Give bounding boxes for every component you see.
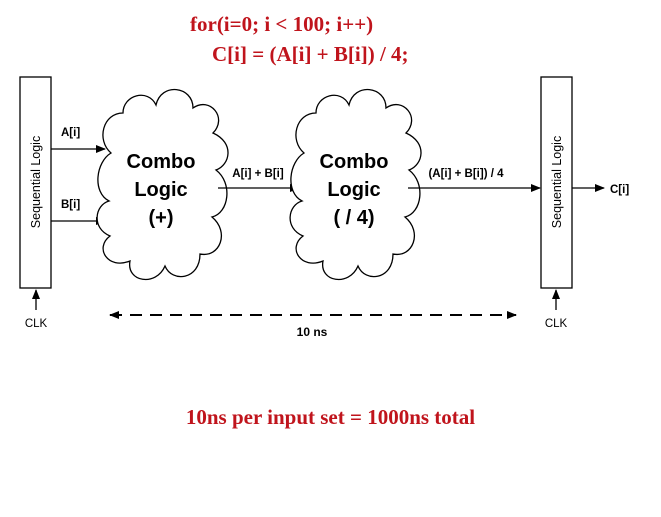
delay-label: 10 ns [297,325,328,339]
combo-logic-divide-cloud [289,88,422,281]
summary-text: 10ns per input set = 1000ns total [185,405,476,429]
result-signal-label: (A[i] + B[i]) / 4 [428,168,504,180]
cloud2-line1: Combo [320,151,389,173]
left-register-label: Sequential Logic [29,136,43,228]
cloud2-line2: Logic [327,179,380,201]
clk-left-label: CLK [25,318,48,330]
mid-signal-label: A[i] + B[i] [232,168,284,180]
cloud2-line3: ( / 4) [333,207,374,229]
combo-logic-add-cloud [96,88,229,281]
left-sequential-register [19,76,52,289]
right-sequential-register [540,76,573,289]
clk-right-label: CLK [545,318,568,330]
input-b-label: B[i] [61,199,80,211]
cloud1-line3: (+) [149,207,174,229]
code-line-loop: for(i=0; i < 100; i++) [190,12,374,36]
cloud1-line1: Combo [127,151,196,173]
code-line-assign: C[i] = (A[i] + B[i]) / 4; [212,42,409,66]
right-register-label: Sequential Logic [550,136,564,228]
cloud1-line2: Logic [134,179,187,201]
output-label: C[i] [610,184,629,196]
input-a-label: A[i] [61,127,80,139]
